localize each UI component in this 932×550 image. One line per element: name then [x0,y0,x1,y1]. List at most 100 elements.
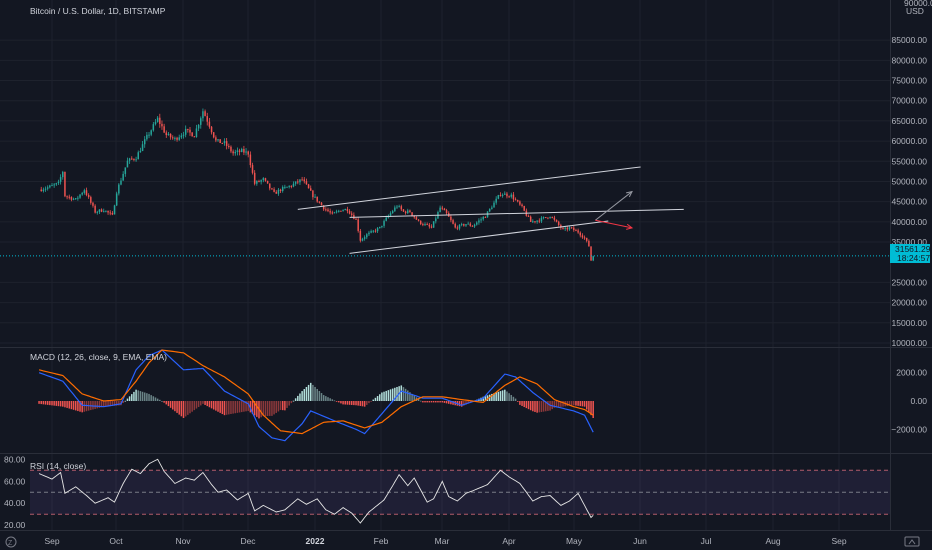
candle-body [204,111,206,117]
candle-body [146,134,148,140]
candle-body [113,205,116,215]
macd-hist-bar [460,401,463,407]
rsi-y-tick: 80.00 [4,454,26,464]
macd-hist-bar [184,401,187,417]
candle-body [460,224,463,226]
candle-body [238,150,241,152]
candle-body [329,211,331,213]
macd-hist-bar [269,401,271,416]
candle-body [53,184,55,186]
macd-hist-bar [102,401,105,407]
macd-hist-bar [83,401,86,412]
macd-hist-bar [105,401,107,407]
macd-hist-bar [215,401,217,411]
macd-hist-bar [206,401,208,407]
macd-hist-bar [297,395,299,401]
macd-hist-bar [275,401,277,413]
candle-body [46,187,49,189]
candle-body [469,223,472,226]
rsi-pane[interactable] [30,458,890,524]
price-y-tick: 65000.00 [892,116,928,126]
price-y-tick: 55000.00 [892,156,928,166]
candle-body [547,217,549,219]
macd-hist-bar [437,401,439,403]
macd-hist-bar [128,396,131,401]
candle-body [301,179,303,181]
macd-hist-bar [327,397,329,401]
candle-body [389,213,392,216]
candle-body [575,230,577,232]
macd-hist-bar [208,401,211,408]
candle-body [590,246,592,261]
candle-body [577,230,579,233]
macd-hist-bar [536,401,538,413]
candle-body [85,190,88,196]
y-top-tick: 90000.00 [904,0,932,8]
candle-body [557,221,560,226]
candle-body [497,195,500,199]
macd-hist-bar [519,401,521,405]
countdown-value: 18:24:57 [897,253,930,263]
candle-body [370,231,372,233]
macd-hist-bar [566,401,569,407]
macd-hist-bar [512,396,515,401]
candle-body [465,224,467,226]
macd-hist-bar [458,401,461,407]
candle-body [417,219,420,221]
candle-body [49,185,51,188]
macd-hist-bar [279,401,282,410]
price-y-tick: 35000.00 [892,237,928,247]
candle-body [253,172,256,184]
candle-body [471,225,474,227]
last-price-value: 31561.29 [895,244,931,254]
candle-body [400,206,403,210]
candle-body [583,237,586,239]
candle-body [394,207,396,212]
x-tick-label: Sep [44,536,59,546]
candle-body [404,211,407,214]
macd-hist-bar [165,401,168,405]
candle-body [411,212,413,216]
macd-hist-bar [178,401,180,415]
candle-body [161,123,163,127]
candle-body [286,186,288,188]
candle-body [240,148,243,152]
macd-hist-bar [394,387,396,401]
macd-hist-bar [381,392,383,401]
macd-title: MACD (12, 26, close, 9, EMA, EMA) [30,352,167,362]
macd-hist-bar [353,401,355,406]
candle-body [163,126,165,133]
candle-body [415,217,418,220]
macd-hist-bar [79,401,81,412]
macd-hist-bar [124,400,127,402]
macd-hist-bar [385,390,387,401]
candle-body [430,226,433,228]
price-pane[interactable] [0,108,890,262]
macd-hist-bar [286,401,288,408]
macd-pane[interactable] [38,349,594,442]
macd-hist-bar [210,401,213,409]
price-y-tick: 20000.00 [892,298,928,308]
macd-hist-bar [49,401,51,406]
price-y-tick: 15000.00 [892,318,928,328]
timezone-icon[interactable]: Z [5,536,17,548]
macd-hist-bar [540,401,543,412]
candle-body [480,219,482,221]
macd-hist-bar [232,401,234,414]
candle-body [320,202,323,206]
macd-hist-bar [74,401,77,411]
svg-text:Z: Z [8,540,13,547]
candle-body [90,197,92,203]
macd-hist-bar [508,393,510,401]
macd-hist-bar [174,401,176,412]
candle-body [262,178,265,181]
candle-body [327,209,329,212]
candle-body [81,192,83,195]
x-tick-label: Mar [435,536,450,546]
macd-hist-bar [137,390,140,401]
macd-hist-bar [161,401,163,402]
macd-y-tick: 2000.00 [896,368,927,378]
macd-hist-bar [266,401,269,416]
candle-body [219,139,221,144]
